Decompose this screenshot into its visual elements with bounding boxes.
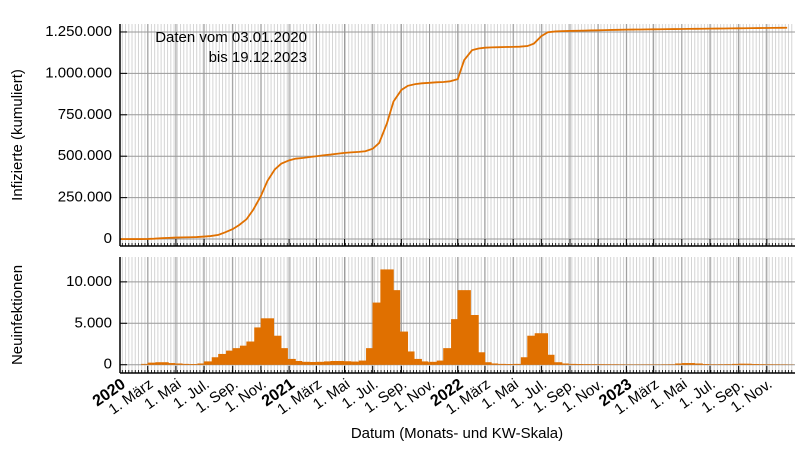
bar: [695, 364, 710, 365]
bar: [358, 360, 373, 365]
y-axis-title: Infizierte (kumuliert): [9, 69, 26, 201]
bar: [344, 361, 358, 365]
bar: [203, 361, 218, 365]
bar: [288, 360, 303, 365]
y-tick-label: 1.000.000: [45, 64, 112, 81]
y-tick-label: 500.000: [58, 147, 112, 164]
y-tick-label: 0: [104, 356, 112, 373]
annotation: bis 19.12.2023: [209, 49, 307, 66]
bar: [147, 362, 161, 365]
y-tick-label: 250.000: [58, 189, 112, 206]
x-axis-title: Datum (Monats- und KW-Skala): [351, 425, 563, 442]
bar: [415, 361, 429, 365]
bar: [541, 354, 555, 365]
bar: [218, 353, 232, 365]
y-tick-label: 0: [104, 230, 112, 247]
bar: [161, 363, 176, 365]
annotation: Daten vom 03.01.2020: [155, 29, 307, 46]
y-tick-label: 5.000: [74, 314, 112, 331]
bar: [499, 364, 513, 365]
bar: [555, 363, 569, 365]
bar: [316, 361, 330, 365]
y-tick-label: 1.250.000: [45, 23, 112, 40]
y-axis-title: Neuinfektionen: [9, 265, 26, 365]
bar: [512, 363, 527, 365]
bar: [175, 363, 190, 365]
y-tick-label: 750.000: [58, 106, 112, 123]
data-line: [120, 26, 788, 240]
bar: [429, 361, 443, 365]
bar: [484, 363, 499, 365]
bar: [569, 364, 584, 365]
bar: [330, 360, 344, 365]
bar: [681, 363, 695, 365]
y-tick-label: 10.000: [66, 273, 112, 290]
bar: [471, 352, 486, 365]
bar: [738, 363, 752, 365]
